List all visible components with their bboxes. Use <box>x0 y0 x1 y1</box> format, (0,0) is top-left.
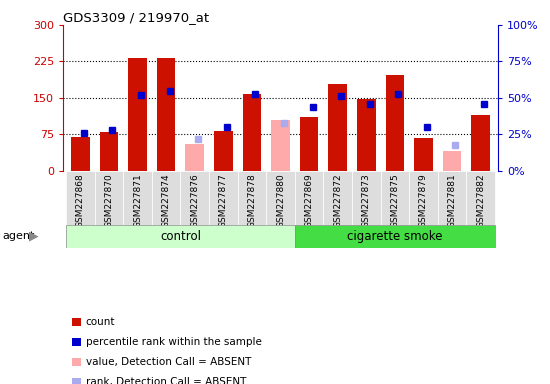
Bar <box>238 171 266 225</box>
Text: GSM227873: GSM227873 <box>362 174 371 228</box>
Bar <box>157 58 175 171</box>
Bar <box>209 171 238 225</box>
Bar <box>409 171 438 225</box>
Text: rank, Detection Call = ABSENT: rank, Detection Call = ABSENT <box>86 377 246 384</box>
Bar <box>352 171 381 225</box>
Text: percentile rank within the sample: percentile rank within the sample <box>86 337 262 347</box>
Bar <box>71 137 90 171</box>
Bar <box>100 132 118 171</box>
Text: GSM227877: GSM227877 <box>219 174 228 228</box>
Text: agent: agent <box>3 231 35 241</box>
Bar <box>123 171 152 225</box>
Bar <box>295 171 323 225</box>
Text: control: control <box>160 230 201 243</box>
Text: GSM227870: GSM227870 <box>104 174 113 228</box>
Bar <box>381 171 409 225</box>
Bar <box>357 99 376 171</box>
Bar <box>185 144 204 171</box>
Text: GSM227869: GSM227869 <box>305 174 314 228</box>
Bar <box>438 171 466 225</box>
Bar <box>243 94 261 171</box>
Bar <box>271 120 290 171</box>
Text: GSM227876: GSM227876 <box>190 174 199 228</box>
Bar <box>128 58 147 171</box>
Bar <box>214 131 233 171</box>
Text: ▶: ▶ <box>29 230 38 243</box>
Text: GSM227874: GSM227874 <box>162 174 170 228</box>
Text: GSM227881: GSM227881 <box>448 174 456 228</box>
Text: value, Detection Call = ABSENT: value, Detection Call = ABSENT <box>86 357 251 367</box>
Text: GSM227868: GSM227868 <box>76 174 85 228</box>
Text: GDS3309 / 219970_at: GDS3309 / 219970_at <box>63 11 210 24</box>
Bar <box>66 171 95 225</box>
Bar <box>66 225 295 248</box>
Bar <box>152 171 180 225</box>
Text: GSM227875: GSM227875 <box>390 174 399 228</box>
Bar <box>443 151 461 171</box>
Text: GSM227879: GSM227879 <box>419 174 428 228</box>
Bar <box>414 138 433 171</box>
Text: GSM227878: GSM227878 <box>248 174 256 228</box>
Bar <box>180 171 209 225</box>
Bar <box>295 225 495 248</box>
Text: GSM227880: GSM227880 <box>276 174 285 228</box>
Text: count: count <box>86 317 116 327</box>
Bar <box>300 118 318 171</box>
Text: GSM227872: GSM227872 <box>333 174 342 228</box>
Bar <box>471 115 490 171</box>
Bar <box>386 74 404 171</box>
Bar <box>323 171 352 225</box>
Bar <box>328 84 347 171</box>
Bar <box>266 171 295 225</box>
Text: cigarette smoke: cigarette smoke <box>347 230 443 243</box>
Text: GSM227882: GSM227882 <box>476 174 485 228</box>
Bar <box>466 171 495 225</box>
Text: GSM227871: GSM227871 <box>133 174 142 228</box>
Bar <box>95 171 123 225</box>
